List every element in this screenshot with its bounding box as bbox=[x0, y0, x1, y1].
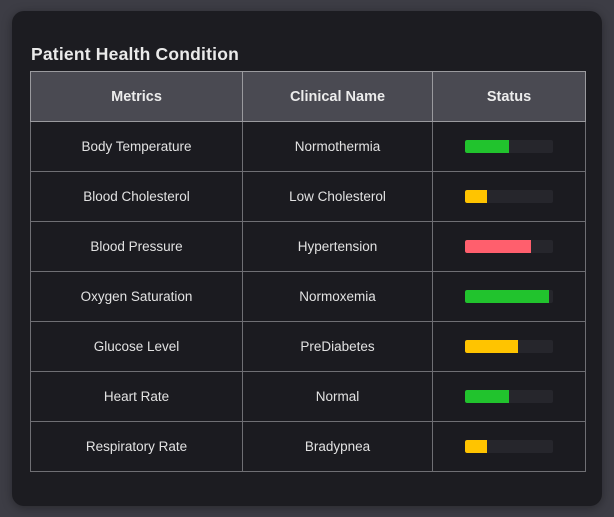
metric-cell: Blood Cholesterol bbox=[30, 171, 243, 222]
metric-cell: Heart Rate bbox=[30, 371, 243, 422]
status-bar-fill bbox=[465, 390, 509, 403]
status-bar-fill bbox=[465, 340, 518, 353]
metric-cell: Oxygen Saturation bbox=[30, 271, 243, 322]
table-row: Heart Rate Normal bbox=[30, 371, 586, 422]
metric-cell: Glucose Level bbox=[30, 321, 243, 372]
table-row: Body Temperature Normothermia bbox=[30, 121, 586, 172]
column-header-metrics: Metrics bbox=[30, 71, 243, 122]
metric-cell: Blood Pressure bbox=[30, 221, 243, 272]
metric-cell: Body Temperature bbox=[30, 121, 243, 172]
status-bar-fill bbox=[465, 140, 509, 153]
card-title: Patient Health Condition bbox=[31, 44, 239, 64]
status-bar-track bbox=[465, 240, 553, 253]
table-body: Body Temperature Normothermia Blood Choles… bbox=[30, 121, 586, 472]
status-cell bbox=[432, 221, 586, 272]
status-bar-track bbox=[465, 340, 553, 353]
health-metrics-table: Metrics Clinical Name Status Body Temper… bbox=[30, 71, 586, 472]
clinical-name-cell: Normoxemia bbox=[242, 271, 433, 322]
column-header-status: Status bbox=[432, 71, 586, 122]
status-cell bbox=[432, 171, 586, 222]
status-cell bbox=[432, 421, 586, 472]
patient-health-card: Patient Health Condition Metrics Clinica… bbox=[12, 11, 602, 506]
status-cell bbox=[432, 271, 586, 322]
status-bar-fill bbox=[465, 190, 487, 203]
table-row: Respiratory Rate Bradypnea bbox=[30, 421, 586, 472]
metric-cell: Respiratory Rate bbox=[30, 421, 243, 472]
clinical-name-cell: Low Cholesterol bbox=[242, 171, 433, 222]
status-cell bbox=[432, 121, 586, 172]
status-cell bbox=[432, 321, 586, 372]
status-bar-track bbox=[465, 390, 553, 403]
status-bar-track bbox=[465, 290, 553, 303]
clinical-name-cell: Hypertension bbox=[242, 221, 433, 272]
table-row: Oxygen Saturation Normoxemia bbox=[30, 271, 586, 322]
clinical-name-cell: PreDiabetes bbox=[242, 321, 433, 372]
clinical-name-cell: Normothermia bbox=[242, 121, 433, 172]
table-row: Blood Pressure Hypertension bbox=[30, 221, 586, 272]
status-bar-track bbox=[465, 140, 553, 153]
clinical-name-cell: Normal bbox=[242, 371, 433, 422]
status-cell bbox=[432, 371, 586, 422]
status-bar-fill bbox=[465, 440, 487, 453]
status-bar-track bbox=[465, 190, 553, 203]
status-bar-fill bbox=[465, 240, 531, 253]
clinical-name-cell: Bradypnea bbox=[242, 421, 433, 472]
status-bar-track bbox=[465, 440, 553, 453]
status-bar-fill bbox=[465, 290, 549, 303]
table-row: Glucose Level PreDiabetes bbox=[30, 321, 586, 372]
column-header-clinical-name: Clinical Name bbox=[242, 71, 433, 122]
table-row: Blood Cholesterol Low Cholesterol bbox=[30, 171, 586, 222]
table-header-row: Metrics Clinical Name Status bbox=[30, 71, 586, 122]
